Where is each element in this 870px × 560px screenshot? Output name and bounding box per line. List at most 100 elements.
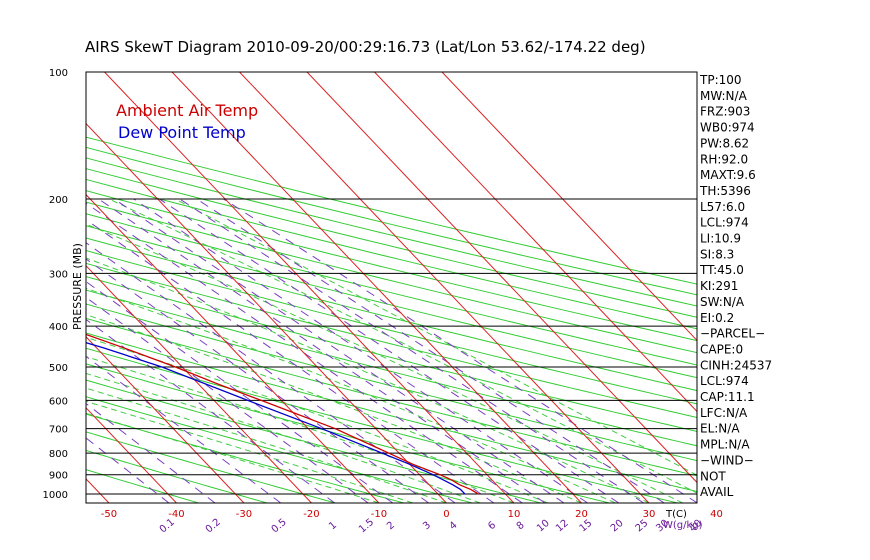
dry-adiabat-line	[86, 190, 697, 342]
isotherm-line	[86, 407, 177, 503]
pressure-tick-label: 100	[49, 68, 68, 79]
isotherm-line	[86, 264, 312, 503]
mixing-ratio-unit-label: W(g/kg)	[663, 520, 703, 531]
pressure-ticks: 100 200 300 400 500 600 700 800 900 1000	[43, 68, 68, 501]
plot-frame	[85, 71, 698, 504]
stat-item: LI:10.9	[700, 232, 741, 246]
dry-adiabat-line	[86, 469, 199, 503]
mixing-ratio-tick-label: 1	[327, 520, 339, 533]
stat-item: FRZ:903	[700, 105, 750, 119]
stat-item: MPL:N/A	[700, 438, 750, 452]
isotherm-line	[104, 72, 515, 503]
stat-item: TP:100	[699, 73, 742, 87]
stat-item: −WIND−	[700, 453, 754, 467]
stat-item: CINH:24537	[700, 358, 772, 372]
moist-adiabat-line	[86, 336, 548, 503]
mixing-ratio-lines	[86, 198, 697, 503]
legend-temperature: Ambient Air Temp	[116, 101, 258, 120]
dry-adiabat-line	[86, 347, 678, 503]
dry-adiabat-line	[86, 332, 697, 492]
pressure-tick-label: 200	[49, 195, 68, 206]
mixing-ratio-tick-label: 12	[554, 518, 571, 535]
chart-title: AIRS SkewT Diagram 2010-09-20/00:29:16.7…	[85, 38, 646, 56]
moist-adiabat-line	[86, 223, 683, 503]
stat-item: LCL:974	[700, 374, 749, 388]
pressure-tick-label: 700	[49, 425, 68, 436]
mixing-ratio-tick-label: 20	[609, 518, 626, 535]
isobars	[86, 72, 697, 495]
bottom-tick-label: -20	[303, 509, 319, 520]
bottom-temperature-ticks: -50 -40 -30 -20 -10 0 10 20 30 40	[101, 509, 723, 520]
dry-adiabat-line	[86, 178, 697, 330]
stat-item: WB0:974	[700, 121, 755, 135]
dry-adiabat-line	[86, 289, 697, 447]
isotherm-line	[86, 336, 245, 503]
bottom-tick-label: -10	[371, 509, 387, 520]
dry-adiabat-line	[86, 168, 697, 318]
pressure-tick-label: 1000	[43, 490, 68, 501]
stat-item: MW:N/A	[700, 89, 748, 103]
mixing-ratio-tick-label: 25	[634, 518, 651, 535]
bottom-tick-label: -30	[236, 509, 252, 520]
isotherm-line	[86, 478, 110, 503]
stat-item: −PARCEL−	[700, 327, 765, 341]
mixing-ratio-line	[98, 198, 546, 503]
mixing-ratio-tick-label: 0.5	[270, 517, 289, 536]
dry-adiabat-line	[86, 363, 610, 503]
moist-adiabat-line	[86, 314, 582, 503]
moist-adiabat-line	[86, 387, 447, 503]
moist-adiabat-line	[175, 198, 697, 476]
dry-adiabat-line	[86, 249, 697, 405]
isotherm-line	[374, 72, 697, 413]
stat-item: CAPE:0	[700, 342, 743, 356]
pressure-tick-label: 800	[49, 449, 68, 460]
isotherm-line	[86, 193, 380, 503]
x-axis-label: T(C)	[665, 509, 687, 520]
dry-adiabats	[86, 136, 697, 503]
pressure-tick-label: 400	[49, 322, 68, 333]
dry-adiabat-line	[86, 413, 405, 503]
moist-adiabat-line	[86, 257, 650, 503]
grid-lines	[86, 72, 697, 503]
isotherm-line	[171, 72, 582, 503]
dry-adiabat-line	[86, 449, 268, 503]
mixing-ratio-line	[86, 437, 170, 503]
stat-item: RH:92.0	[700, 152, 748, 166]
pressure-tick-label: 500	[49, 363, 68, 374]
bottom-tick-label: 10	[508, 509, 521, 520]
mixing-ratio-tick-label: 3	[421, 520, 433, 533]
mixing-ratio-line	[86, 355, 282, 503]
bottom-tick-label: 20	[575, 509, 588, 520]
mixing-ratio-line	[133, 198, 588, 503]
stat-item: MAXT:9.6	[700, 168, 756, 182]
stat-item: L57:6.0	[700, 200, 745, 214]
pressure-tick-label: 300	[49, 269, 68, 280]
dry-adiabat-line	[86, 237, 697, 392]
dry-adiabat-line	[86, 396, 473, 503]
dry-adiabat-line	[86, 225, 697, 379]
stat-item: EI:0.2	[700, 311, 734, 325]
mixing-ratio-line	[223, 198, 697, 503]
mixing-ratio-line	[86, 258, 429, 503]
dry-adiabat-line	[86, 379, 541, 503]
isotherm-line	[441, 72, 697, 342]
stat-item: SI:8.3	[700, 247, 734, 261]
bottom-tick-label: 40	[710, 509, 723, 520]
stat-item: PW:8.62	[700, 136, 749, 150]
mixing-ratio-tick-label: 15	[578, 518, 595, 535]
mixing-ratio-tick-label: 10	[535, 518, 552, 535]
stat-item: LCL:974	[700, 216, 749, 230]
mixing-ratio-tick-label: 0.2	[204, 517, 223, 536]
mixing-ratio-line	[159, 198, 620, 503]
stat-item: NOT	[700, 469, 726, 483]
bottom-tick-label: -40	[168, 509, 184, 520]
dry-adiabat-line	[86, 303, 697, 462]
mixing-ratio-line	[86, 280, 394, 503]
dry-adiabat-line	[86, 213, 697, 366]
isotherm-line	[86, 122, 447, 503]
mixing-ratio-line	[196, 198, 665, 503]
isotherm-line	[239, 72, 650, 503]
dry-adiabat-line	[86, 262, 697, 419]
mixing-ratio-tick-label: 6	[486, 520, 498, 533]
